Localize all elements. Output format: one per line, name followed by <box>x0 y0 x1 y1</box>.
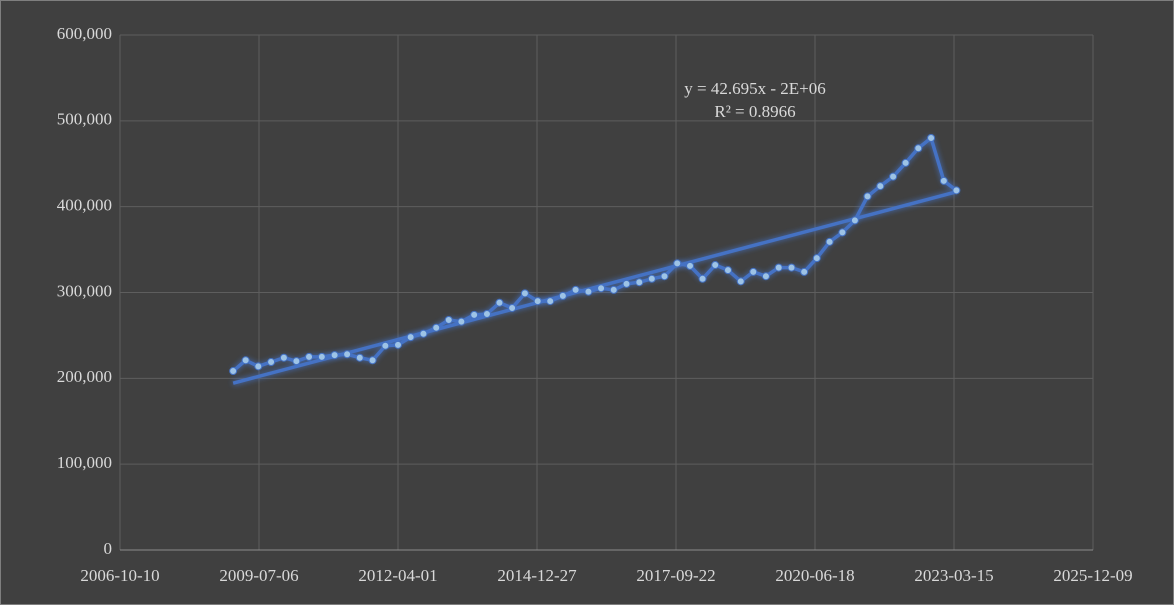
marker <box>939 176 948 185</box>
series-line <box>232 136 958 373</box>
marker <box>927 134 936 142</box>
marker <box>749 267 758 276</box>
x-tick-label: 2012-04-01 <box>358 566 437 585</box>
marker <box>838 228 847 237</box>
x-tick-label: 2025-12-09 <box>1053 566 1132 585</box>
x-tick-label: 2023-03-15 <box>914 566 993 585</box>
marker <box>419 329 428 338</box>
marker <box>343 350 352 359</box>
trend-r-squared: R² = 0.8966 <box>714 102 795 121</box>
y-tick-label: 200,000 <box>57 367 112 386</box>
marker <box>229 367 238 376</box>
marker <box>470 310 479 319</box>
y-tick-label: 300,000 <box>57 281 112 300</box>
marker <box>267 358 276 367</box>
marker <box>800 267 809 276</box>
marker <box>774 263 783 272</box>
y-tick-label: 400,000 <box>57 196 112 215</box>
marker <box>597 284 606 293</box>
marker <box>279 353 288 362</box>
marker <box>546 297 555 306</box>
marker <box>305 352 314 361</box>
marker <box>432 323 441 332</box>
trend-equation: y = 42.695x - 2E+06 <box>684 79 825 98</box>
marker <box>622 279 631 288</box>
y-tick-label: 100,000 <box>57 453 112 472</box>
marker <box>825 237 834 246</box>
marker <box>457 317 466 326</box>
marker <box>723 266 732 275</box>
marker <box>889 172 898 181</box>
marker <box>317 352 326 361</box>
marker <box>914 144 923 153</box>
marker <box>812 254 821 263</box>
marker <box>381 341 390 350</box>
marker <box>660 272 669 281</box>
y-tick-label: 500,000 <box>57 110 112 129</box>
y-tick-label: 0 <box>104 539 113 558</box>
marker <box>571 285 580 294</box>
marker <box>558 291 567 300</box>
x-tick-label: 2014-12-27 <box>497 566 577 585</box>
marker <box>850 216 859 225</box>
x-tick-label: 2020-06-18 <box>775 566 854 585</box>
marker <box>876 182 885 191</box>
marker <box>609 285 618 294</box>
marker <box>698 274 707 283</box>
marker <box>686 261 695 270</box>
marker <box>635 278 644 287</box>
marker <box>520 289 529 298</box>
marker <box>647 274 656 283</box>
marker <box>482 309 491 318</box>
marker <box>241 356 250 365</box>
x-tick-label: 2009-07-06 <box>219 566 298 585</box>
marker <box>736 277 745 286</box>
x-tick-label: 2006-10-10 <box>80 566 159 585</box>
marker <box>355 353 364 362</box>
marker <box>254 362 263 371</box>
marker <box>508 303 517 312</box>
marker <box>533 297 542 306</box>
x-tick-label: 2017-09-22 <box>636 566 715 585</box>
marker <box>952 186 961 195</box>
marker <box>761 272 770 281</box>
y-tick-label: 600,000 <box>57 24 112 43</box>
marker <box>444 315 453 324</box>
marker <box>394 340 402 349</box>
marker <box>787 263 796 272</box>
marker <box>673 259 682 268</box>
marker <box>901 158 910 167</box>
marker <box>330 351 339 360</box>
marker <box>584 287 593 296</box>
marker <box>711 261 720 270</box>
marker <box>368 356 377 365</box>
trendline <box>232 190 957 385</box>
marker <box>495 298 504 307</box>
marker <box>292 357 301 366</box>
marker <box>406 333 415 342</box>
marker <box>863 192 872 201</box>
